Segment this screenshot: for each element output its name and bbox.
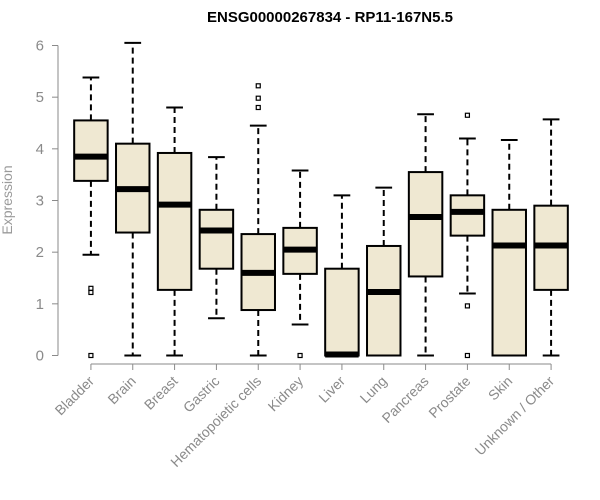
box-0 <box>73 76 109 359</box>
outlier-point <box>255 104 261 111</box>
y-tick-label: 3 <box>36 193 44 210</box>
box-7 <box>366 186 402 357</box>
iqr-box <box>491 208 527 357</box>
box-5 <box>282 169 318 359</box>
iqr-box <box>73 119 109 182</box>
y-tick-label: 0 <box>36 348 44 365</box>
outlier-point <box>297 352 303 359</box>
outlier-point <box>464 112 471 118</box>
box-8 <box>407 113 444 357</box>
outlier-point <box>255 95 261 101</box>
box-3 <box>198 156 235 320</box>
box-series <box>73 41 569 359</box>
x-tick-label: Skin <box>485 373 516 404</box>
x-tick-label: Lung <box>357 373 390 406</box>
box-1 <box>115 41 151 357</box>
x-tick-label: Unknown / Other <box>472 373 558 459</box>
box-11 <box>533 118 569 357</box>
x-tick-label: Breast <box>141 373 181 413</box>
iqr-box <box>407 171 444 278</box>
box-6 <box>324 194 360 358</box>
y-tick-label: 1 <box>36 296 44 313</box>
chart-title: ENSG00000267834 - RP11-167N5.5 <box>207 9 453 26</box>
box-4 <box>240 83 276 357</box>
x-tick-label: Prostate <box>425 373 473 421</box>
iqr-box <box>198 208 235 270</box>
box-10 <box>491 139 527 357</box>
x-tick-label: Pancreas <box>379 373 432 426</box>
y-tick-label: 6 <box>36 38 44 55</box>
x-tick-label: Bladder <box>52 373 98 419</box>
iqr-box <box>156 151 193 291</box>
y-tick-label: 5 <box>36 89 44 106</box>
y-tick-label: 2 <box>36 244 44 261</box>
iqr-box <box>366 244 402 357</box>
iqr-box <box>324 267 360 357</box>
outlier-point <box>88 352 94 359</box>
iqr-box <box>449 194 486 237</box>
outlier-point <box>255 83 261 89</box>
box-2 <box>156 106 193 357</box>
outlier-point <box>464 352 471 359</box>
box-9 <box>449 112 486 359</box>
outlier-point <box>88 285 94 291</box>
x-tick-label: Liver <box>315 373 348 406</box>
y-axis: 0 1 2 3 4 5 6 <box>36 38 59 365</box>
y-axis-label: Expression <box>0 165 15 234</box>
y-tick-label: 4 <box>36 141 44 158</box>
x-tick-label: Brain <box>104 373 138 407</box>
x-tick-label: Kidney <box>265 373 307 415</box>
outlier-point <box>88 289 94 296</box>
outlier-point <box>464 303 471 309</box>
